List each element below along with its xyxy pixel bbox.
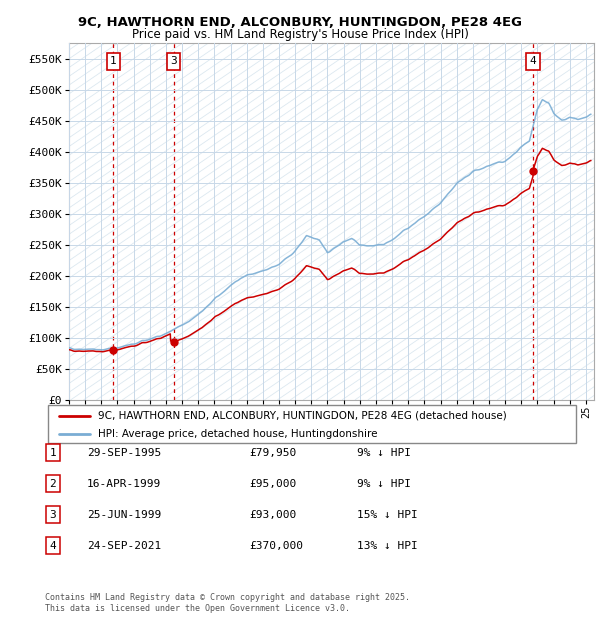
- Text: 3: 3: [170, 56, 177, 66]
- Text: 13% ↓ HPI: 13% ↓ HPI: [357, 541, 418, 551]
- Text: 9C, HAWTHORN END, ALCONBURY, HUNTINGDON, PE28 4EG: 9C, HAWTHORN END, ALCONBURY, HUNTINGDON,…: [78, 17, 522, 29]
- Text: 9% ↓ HPI: 9% ↓ HPI: [357, 479, 411, 489]
- Text: £95,000: £95,000: [249, 479, 296, 489]
- Text: 4: 4: [49, 541, 56, 551]
- Text: HPI: Average price, detached house, Huntingdonshire: HPI: Average price, detached house, Hunt…: [98, 428, 377, 439]
- Text: 2: 2: [49, 479, 56, 489]
- Text: Contains HM Land Registry data © Crown copyright and database right 2025.
This d: Contains HM Land Registry data © Crown c…: [45, 593, 410, 613]
- Text: 4: 4: [530, 56, 536, 66]
- Text: Price paid vs. HM Land Registry's House Price Index (HPI): Price paid vs. HM Land Registry's House …: [131, 28, 469, 40]
- Text: 9% ↓ HPI: 9% ↓ HPI: [357, 448, 411, 458]
- Text: 16-APR-1999: 16-APR-1999: [87, 479, 161, 489]
- Text: 29-SEP-1995: 29-SEP-1995: [87, 448, 161, 458]
- Text: 3: 3: [49, 510, 56, 520]
- Text: £370,000: £370,000: [249, 541, 303, 551]
- Text: £93,000: £93,000: [249, 510, 296, 520]
- Text: 15% ↓ HPI: 15% ↓ HPI: [357, 510, 418, 520]
- Text: 1: 1: [110, 56, 117, 66]
- Text: £79,950: £79,950: [249, 448, 296, 458]
- Text: 9C, HAWTHORN END, ALCONBURY, HUNTINGDON, PE28 4EG (detached house): 9C, HAWTHORN END, ALCONBURY, HUNTINGDON,…: [98, 410, 507, 420]
- Text: 1: 1: [49, 448, 56, 458]
- FancyBboxPatch shape: [48, 405, 576, 443]
- Text: 25-JUN-1999: 25-JUN-1999: [87, 510, 161, 520]
- Text: 24-SEP-2021: 24-SEP-2021: [87, 541, 161, 551]
